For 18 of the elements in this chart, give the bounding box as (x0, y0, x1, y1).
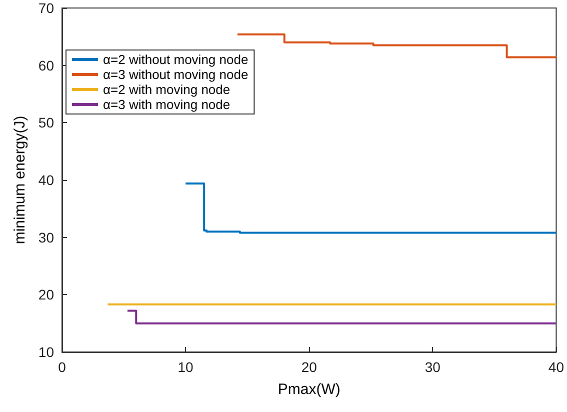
x-tick-label: 0 (58, 359, 66, 375)
x-tick-label: 40 (548, 359, 564, 375)
legend-label: α=2 with moving node (103, 82, 230, 97)
x-tick-label: 10 (178, 359, 194, 375)
x-axis-title: Pmax(W) (278, 381, 340, 398)
y-tick-label: 10 (38, 344, 54, 360)
y-tick-label: 50 (38, 114, 54, 131)
legend-label: α=3 without moving node (103, 67, 248, 82)
y-tick-label: 40 (38, 172, 54, 188)
legend-label: α=2 without moving node (103, 52, 248, 67)
y-tick-label: 30 (38, 229, 54, 246)
y-tick-label: 70 (38, 0, 54, 16)
y-tick-label: 60 (38, 57, 54, 74)
x-tick-label: 30 (424, 359, 441, 375)
y-tick-label: 20 (38, 286, 54, 303)
y-axis-title: minimum energy(J) (12, 116, 29, 244)
x-tick-label: 20 (301, 359, 318, 375)
legend-label: α=3 with moving node (103, 97, 230, 112)
